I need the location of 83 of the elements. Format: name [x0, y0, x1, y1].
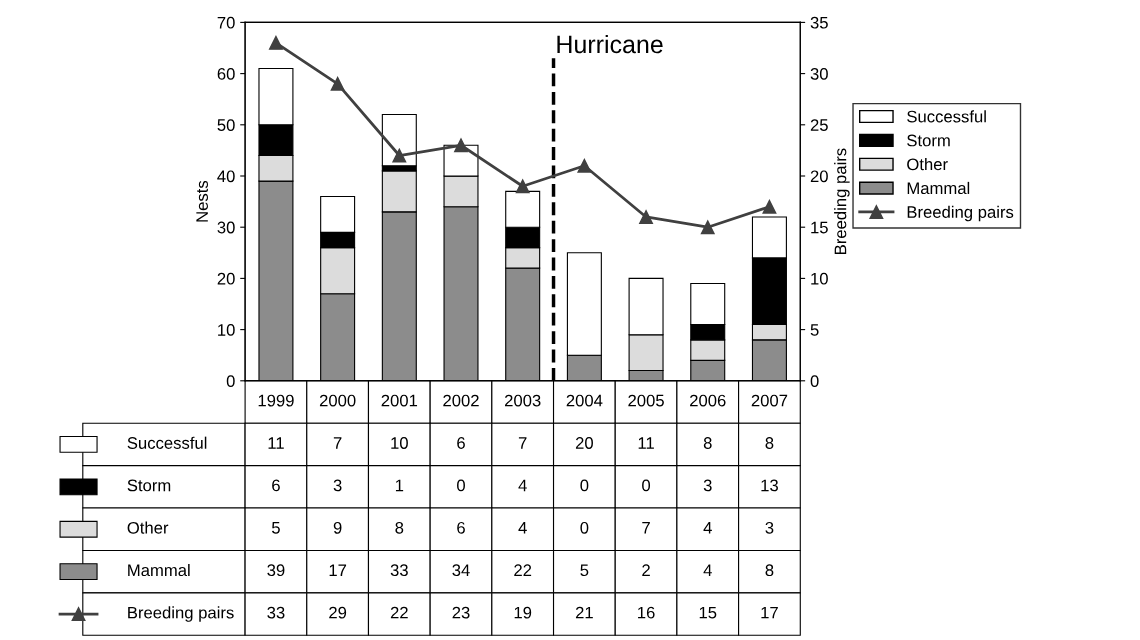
data-label: 21	[575, 606, 593, 619]
y2-tick-label: 20	[810, 170, 828, 183]
text: Storm	[127, 479, 171, 492]
data-label: 8	[765, 437, 774, 449]
data-label: 33	[390, 564, 408, 577]
y-tick-label: 0	[226, 375, 235, 387]
data-label: 6	[272, 479, 280, 492]
data-label: 3	[333, 479, 342, 492]
y2-axis-title: Breeding pairs	[834, 148, 850, 254]
y2-tick-label: 0	[810, 375, 819, 387]
data-label: 39	[267, 564, 285, 577]
data-label: 8	[703, 437, 712, 449]
data-label: 1	[395, 479, 404, 492]
y2-tick-label: 35	[810, 16, 828, 29]
legend-label: Other	[907, 157, 948, 171]
y-tick-label: 70	[217, 16, 235, 29]
data-label: 33	[267, 606, 285, 619]
data-label: 0	[642, 479, 651, 492]
data-label: 34	[452, 564, 470, 577]
data-label: 23	[452, 606, 470, 619]
x-tick-label: 2006	[690, 394, 726, 407]
data-label: 7	[518, 437, 527, 449]
data-label: 11	[638, 437, 654, 449]
data-label: 8	[395, 521, 404, 534]
data-label: 2	[642, 564, 650, 576]
y2-tick-label: 30	[810, 68, 828, 80]
data-label: 16	[638, 606, 655, 619]
data-label: 4	[518, 479, 527, 492]
y-tick-label: 60	[217, 68, 235, 80]
data-label: 4	[703, 522, 712, 534]
data-label: 20	[575, 437, 593, 449]
y-tick-label: 10	[218, 324, 235, 336]
data-label: 0	[457, 479, 465, 492]
data-label: 17	[329, 564, 347, 576]
data-label: 5	[580, 564, 589, 577]
y-tick-label: 50	[217, 119, 235, 131]
x-tick-label: 2000	[319, 394, 356, 407]
data-label: 22	[390, 606, 408, 619]
data-label: 5	[271, 522, 280, 534]
text: Other	[127, 521, 169, 534]
y2-tick-label: 15	[811, 221, 828, 234]
data-label: 3	[703, 479, 712, 492]
annotation: Hurricane	[557, 34, 663, 54]
y-tick-label: 30	[217, 221, 235, 234]
x-tick-label: 1999	[258, 394, 294, 407]
y2-tick-label: 25	[810, 119, 828, 131]
x-tick-label: 2007	[751, 394, 788, 407]
text: Mammal	[128, 563, 190, 577]
data-label: 22	[514, 564, 532, 576]
data-label: 4	[518, 522, 527, 534]
data-label: 19	[514, 606, 532, 619]
y-tick-label: 20	[217, 272, 235, 285]
data-label: 10	[391, 437, 408, 449]
data-label: 29	[329, 606, 347, 619]
data-label: 7	[333, 437, 342, 449]
y-tick-label: 40	[217, 170, 235, 183]
data-label: 6	[457, 521, 465, 534]
data-label: 15	[699, 606, 717, 619]
data-label: 11	[268, 437, 284, 449]
text: Successful	[907, 110, 986, 123]
data-label: 13	[761, 479, 778, 492]
x-tick-label: 2003	[504, 394, 541, 407]
legend-label: Successful	[127, 436, 207, 449]
legend-label: Mammal	[907, 181, 970, 195]
data-label: 0	[580, 521, 589, 534]
data-label: 4	[703, 564, 712, 576]
x-tick-label: 2002	[443, 394, 479, 407]
data-label: 7	[642, 522, 650, 534]
x-tick-label: 2004	[566, 394, 603, 407]
data-label: 8	[765, 564, 774, 577]
y-axis-title: Nests	[196, 180, 208, 222]
legend-label: Breeding pairs	[907, 205, 1014, 222]
data-label: 9	[333, 521, 342, 534]
legend-label: Storm	[907, 134, 950, 147]
data-label: 0	[580, 479, 589, 492]
y2-tick-label: 5	[810, 324, 819, 336]
data-label: 3	[765, 521, 774, 534]
y2-tick-label: 10	[811, 272, 828, 285]
x-tick-label: 2001	[381, 394, 418, 407]
text: Breeding pairs	[128, 606, 234, 622]
data-label: 6	[457, 437, 465, 449]
data-label: 17	[761, 606, 778, 619]
x-tick-label: 2005	[628, 394, 664, 407]
